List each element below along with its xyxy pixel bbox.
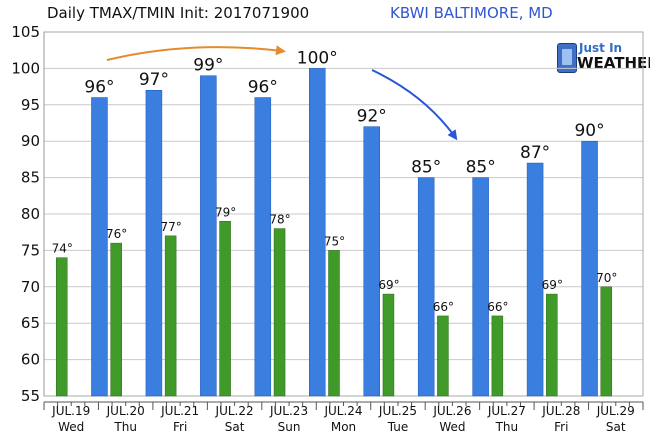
y-tick-label: 65 (21, 314, 40, 332)
y-tick-label: 60 (21, 351, 40, 369)
tmax-label: 85° (411, 158, 441, 178)
weekday-label: Mon (331, 420, 356, 434)
y-tick-label: 90 (21, 132, 40, 150)
weekday-label: Sat (225, 420, 245, 434)
x-axis: JUL.19 Wed JUL.20 Thu JUL.21 Fri JUL.22 Sat JUL.… (43, 401, 644, 434)
tmax-label: 99° (193, 56, 223, 76)
y-tick-label: 75 (21, 241, 40, 259)
weekday-label: Wed (439, 420, 465, 434)
date-label: JUL.24 (323, 404, 362, 418)
tmin-bar (600, 286, 613, 397)
bars (55, 68, 613, 397)
logo-line-1: Just In (579, 41, 623, 55)
tmax-bar (254, 97, 272, 397)
station-title: KBWI BALTIMORE, MD (390, 4, 553, 22)
weekday-label: Tue (387, 420, 409, 434)
tmin-bar (219, 221, 231, 397)
tmin-label: 74° (52, 242, 73, 256)
tmax-label: 90° (574, 121, 604, 141)
date-label: JUL.23 (269, 404, 308, 418)
y-tick-label: 70 (21, 278, 40, 296)
y-tick-label: 55 (21, 387, 40, 405)
date-label: JUL.25 (378, 404, 417, 418)
trend-arrow-down (371, 69, 458, 141)
tmin-label: 78° (269, 213, 290, 227)
date-label: JUL.27 (487, 404, 526, 418)
weekday-label: Fri (554, 420, 568, 434)
tmin-bar (273, 228, 286, 397)
tmin-label: 69° (378, 278, 399, 292)
tmax-label: 87° (520, 143, 550, 163)
tmax-bar (417, 177, 435, 397)
tmax-bar (363, 126, 380, 397)
tmin-bar (437, 315, 449, 397)
tmax-label: 97° (139, 70, 169, 90)
tmax-bar (309, 68, 326, 397)
tmax-bar (526, 162, 544, 397)
tmin-bar (55, 257, 68, 397)
tmin-label: 69° (542, 278, 563, 292)
tmin-bar (164, 235, 177, 397)
tmax-bar (581, 140, 598, 397)
date-label: JUL.28 (541, 404, 580, 418)
y-tick-label: 85 (21, 169, 40, 187)
trend-arrow-up (106, 45, 286, 61)
tmin-bar (382, 293, 395, 397)
date-label: JUL.19 (51, 404, 90, 418)
weekday-label: Fri (173, 420, 187, 434)
tmin-label: 75° (324, 234, 345, 248)
logo-line-2: WEATHER (577, 54, 650, 72)
y-axis: 55 60 65 70 75 80 85 90 95 100 105 (11, 23, 45, 405)
tmin-label: 76° (106, 227, 127, 241)
weekday-label: Thu (113, 420, 137, 434)
weekday-label: Sat (606, 420, 626, 434)
weekday-label: Sun (278, 420, 301, 434)
tmax-bar (200, 75, 217, 397)
tmin-bar (546, 293, 558, 397)
tmax-label: 96° (248, 78, 278, 98)
chart-title: Daily TMAX/TMIN Init: 2017071900 (47, 4, 310, 22)
tmin-bar (491, 315, 504, 397)
tmax-label: 100° (297, 48, 338, 68)
tmin-label: 66° (433, 300, 454, 314)
tmax-bar (145, 89, 163, 397)
tmax-bar (91, 97, 108, 397)
tmin-label: 79° (215, 205, 236, 219)
data-labels: 74° 76° 77° 79° 78° 75° 69° 66° 66° 69° 70° 96° 97° 9… (52, 48, 618, 314)
tmin-label: 77° (160, 220, 181, 234)
tmin-label: 66° (487, 300, 508, 314)
y-tick-label: 100 (11, 59, 40, 77)
y-tick-label: 95 (21, 96, 40, 114)
tmin-bar (110, 242, 122, 397)
tmax-label: 92° (357, 107, 387, 127)
tmin-bar (328, 250, 340, 397)
phone-icon (557, 43, 577, 73)
date-label: JUL.21 (160, 404, 199, 418)
date-label: JUL.26 (432, 404, 471, 418)
weekday-label: Thu (495, 420, 519, 434)
date-label: JUL.29 (596, 404, 635, 418)
tmax-bar (472, 177, 489, 397)
just-in-weather-logo: Just In WEATHER (557, 41, 650, 75)
tmax-label: 96° (84, 78, 114, 98)
y-tick-label: 80 (21, 205, 40, 223)
y-tick-label: 105 (11, 23, 40, 41)
date-label: JUL.20 (106, 404, 145, 418)
weekday-label: Wed (58, 420, 84, 434)
tmin-label: 70° (596, 271, 617, 285)
tmax-label: 85° (466, 158, 496, 178)
date-label: JUL.22 (215, 404, 254, 418)
